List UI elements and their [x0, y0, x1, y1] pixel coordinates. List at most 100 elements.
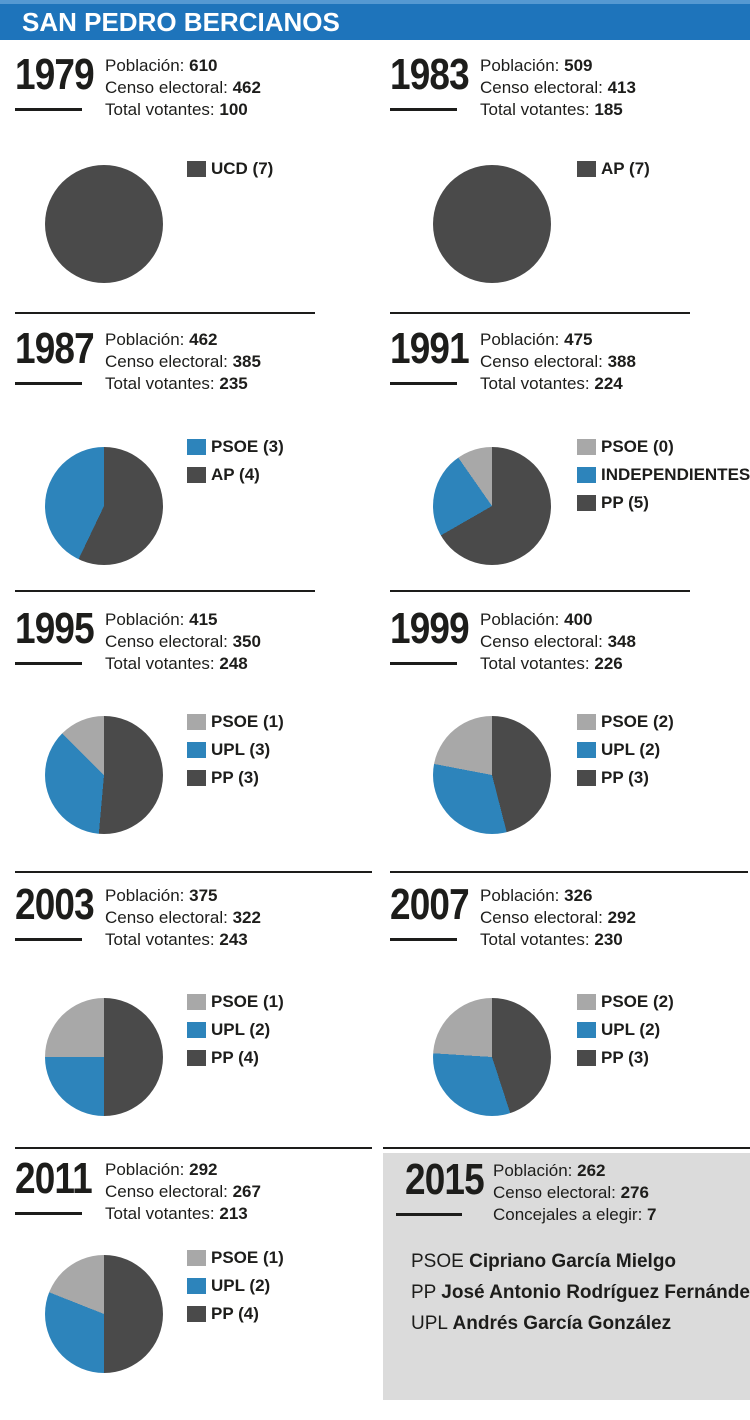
poblacion-label: Población:	[480, 610, 560, 629]
legend: PSOE (1) UPL (3) PP (3)	[187, 708, 284, 792]
stats-block: Población: 509 Censo electoral: 413 Tota…	[480, 55, 636, 121]
legend-item: UPL (3)	[187, 736, 284, 764]
votantes-label: Total votantes:	[105, 100, 215, 119]
stats-block: Población: 475 Censo electoral: 388 Tota…	[480, 329, 636, 395]
censo-value: 388	[607, 352, 636, 371]
votantes-label: Total votantes:	[480, 654, 590, 673]
legend-item: PP (3)	[577, 1044, 674, 1072]
legend-item: PP (3)	[577, 764, 674, 792]
votantes-value: 100	[219, 100, 248, 119]
year-underline	[15, 938, 82, 941]
section-divider	[15, 1147, 372, 1149]
legend-label: PSOE (3)	[211, 437, 284, 456]
poblacion-label: Población:	[480, 56, 560, 75]
legend-item: PP (3)	[187, 764, 284, 792]
legend-label: PP (4)	[211, 1048, 259, 1067]
legend-label: PSOE (1)	[211, 992, 284, 1011]
legend-label: UPL (3)	[211, 740, 271, 759]
section-divider	[390, 312, 690, 314]
stats-block: Población: 462 Censo electoral: 385 Tota…	[105, 329, 261, 395]
votantes-value: 248	[219, 654, 248, 673]
legend-item: AP (4)	[187, 461, 284, 489]
legend-swatch	[187, 770, 206, 786]
legend-label: PSOE (0)	[601, 437, 674, 456]
censo-value: 350	[232, 632, 261, 651]
concejales-label: Concejales a elegir:	[493, 1205, 643, 1224]
pie-chart-2003	[45, 998, 163, 1116]
year-label: 2003	[15, 880, 95, 929]
legend-swatch	[187, 994, 206, 1010]
candidate-pp: PP José Antonio Rodríguez Fernández	[411, 1277, 750, 1308]
legend-label: PSOE (1)	[211, 1248, 284, 1267]
pie-chart-2007	[433, 998, 551, 1116]
legend-swatch	[187, 1306, 206, 1322]
legend-label: INDEPENDIENTES (2)	[601, 465, 750, 484]
legend-label: UPL (2)	[601, 1020, 661, 1039]
censo-value: 462	[232, 78, 261, 97]
legend-item: PSOE (0)	[577, 433, 750, 461]
year-underline	[15, 382, 82, 385]
panel-2007: 2007 Población: 326 Censo electoral: 292…	[375, 882, 750, 1146]
panel-1991: 1991 Población: 475 Censo electoral: 388…	[375, 326, 750, 590]
pie-chart-1999	[433, 716, 551, 834]
legend-swatch	[187, 1022, 206, 1038]
votantes-label: Total votantes:	[105, 654, 215, 673]
panel-1987: 1987 Población: 462 Censo electoral: 385…	[0, 326, 375, 590]
censo-value: 267	[232, 1182, 261, 1201]
year-underline	[390, 108, 457, 111]
section-divider	[15, 590, 315, 592]
legend-item: PSOE (3)	[187, 433, 284, 461]
legend-item: PP (4)	[187, 1044, 284, 1072]
legend-swatch	[577, 742, 596, 758]
votantes-value: 230	[594, 930, 623, 949]
votantes-value: 185	[594, 100, 623, 119]
panel-1979: 1979 Población: 610 Censo electoral: 462…	[0, 52, 375, 316]
censo-value: 322	[232, 908, 261, 927]
censo-value: 348	[607, 632, 636, 651]
censo-label: Censo electoral:	[105, 908, 228, 927]
legend-item: PSOE (1)	[187, 988, 284, 1016]
pie-chart-1983	[433, 165, 551, 283]
year-label: 1991	[390, 324, 470, 373]
candidate-party: PSOE	[411, 1251, 464, 1272]
candidate-upl: UPL Andrés García González	[411, 1308, 750, 1339]
poblacion-value: 262	[577, 1161, 606, 1180]
legend-label: PSOE (2)	[601, 712, 674, 731]
panel-2011: 2011 Población: 292 Censo electoral: 267…	[0, 1156, 375, 1420]
poblacion-label: Población:	[105, 330, 185, 349]
legend: UCD (7)	[187, 155, 273, 183]
candidate-name: José Antonio Rodríguez Fernández	[441, 1282, 750, 1303]
poblacion-value: 462	[189, 330, 218, 349]
pie-chart-1995	[45, 716, 163, 834]
legend-item: UCD (7)	[187, 155, 273, 183]
legend-label: AP (7)	[601, 159, 650, 178]
legend-label: PP (4)	[211, 1304, 259, 1323]
legend: PSOE (1) UPL (2) PP (4)	[187, 1244, 284, 1328]
candidates-list: PSOE Cipriano García Mielgo PP José Anto…	[411, 1246, 750, 1339]
poblacion-value: 475	[564, 330, 593, 349]
legend: PSOE (3) AP (4)	[187, 433, 284, 489]
legend-label: PP (3)	[601, 1048, 649, 1067]
legend-item: PP (4)	[187, 1300, 284, 1328]
legend-item: PSOE (2)	[577, 988, 674, 1016]
stats-block: Población: 292 Censo electoral: 267 Tota…	[105, 1159, 261, 1225]
censo-label: Censo electoral:	[480, 632, 603, 651]
panel-2003: 2003 Población: 375 Censo electoral: 322…	[0, 882, 375, 1146]
poblacion-value: 415	[189, 610, 218, 629]
legend-label: UPL (2)	[211, 1020, 271, 1039]
year-label: 2015	[405, 1155, 485, 1204]
candidate-name: Cipriano García Mielgo	[469, 1251, 677, 1272]
censo-label: Censo electoral:	[480, 78, 603, 97]
legend-item: PSOE (1)	[187, 708, 284, 736]
votantes-label: Total votantes:	[105, 1204, 215, 1223]
legend-label: PP (3)	[211, 768, 259, 787]
legend-label: UPL (2)	[601, 740, 661, 759]
legend-swatch	[187, 1250, 206, 1266]
legend-item: UPL (2)	[187, 1272, 284, 1300]
legend-swatch	[187, 467, 206, 483]
censo-label: Censo electoral:	[480, 908, 603, 927]
legend-item: PSOE (1)	[187, 1244, 284, 1272]
votantes-value: 235	[219, 374, 248, 393]
year-label: 1999	[390, 604, 470, 653]
poblacion-label: Población:	[105, 1160, 185, 1179]
